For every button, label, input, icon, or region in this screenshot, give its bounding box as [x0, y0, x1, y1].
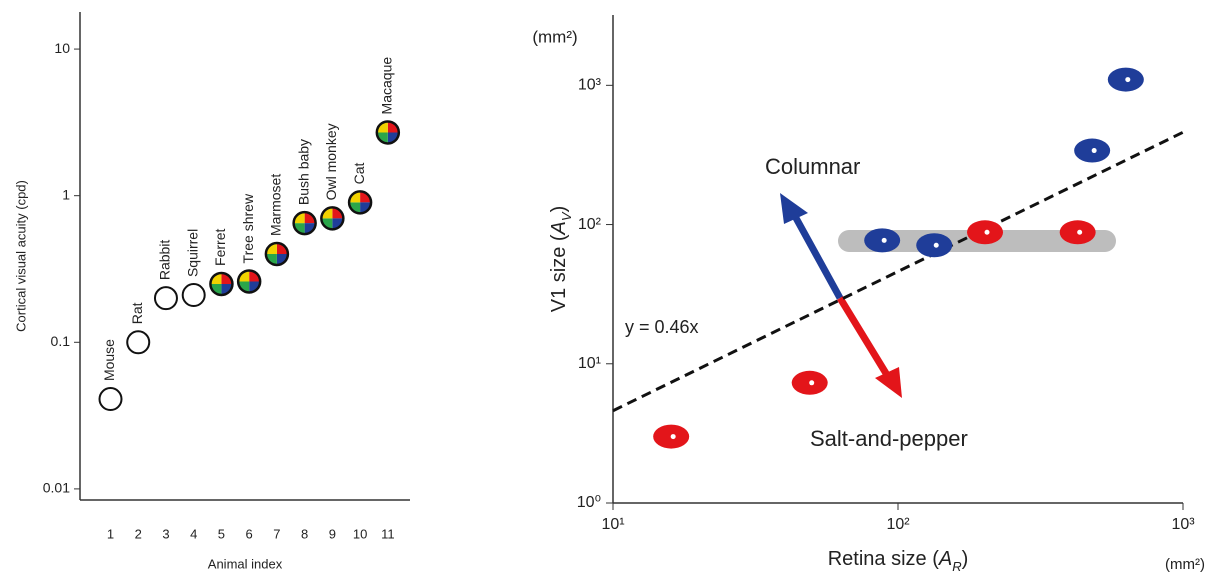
x-tick-label: 10² [886, 516, 910, 533]
label-part: A [548, 221, 570, 235]
axis-label: V1 size (AV) [548, 206, 574, 313]
x-tick-label: 5 [218, 526, 225, 541]
point-label: Ferret [212, 228, 228, 265]
acuity-point [377, 121, 399, 143]
y-axis-title: Cortical visual acuity (cpd) [13, 180, 28, 332]
point-label: Rabbit [157, 240, 173, 281]
point-outline [155, 287, 177, 309]
marker-eye [882, 238, 887, 243]
acuity-point [183, 284, 205, 306]
label-part: A [938, 548, 952, 570]
x-tick-label: 11 [381, 526, 395, 541]
point-label: Squirrel [184, 229, 200, 277]
columnar-arrow [796, 218, 840, 298]
marker-eye [934, 243, 939, 248]
acuity-point [266, 243, 288, 265]
x-tick-label: 8 [301, 526, 308, 541]
x-tick-label: 4 [190, 526, 197, 541]
acuity-point [155, 287, 177, 309]
marker-eye [1092, 148, 1097, 153]
point-label: Marmoset [268, 174, 284, 236]
point-label: Cat [351, 162, 367, 184]
salt-pepper-arrow [840, 298, 887, 375]
y-tick-label: 10¹ [578, 355, 601, 372]
annotation: Salt-and-pepper [810, 426, 968, 451]
point-label: Macaque [379, 57, 395, 115]
point-label: Owl monkey [323, 123, 339, 200]
x-tick-label: 7 [273, 526, 280, 541]
x-tick-label: 3 [162, 526, 169, 541]
point-label: Rat [129, 302, 145, 324]
marker-eye [809, 380, 814, 385]
point-outline [100, 388, 122, 410]
y-tick-label: 1 [62, 186, 70, 202]
acuity-point [321, 207, 343, 229]
label-part: ) [548, 206, 570, 213]
label-part: V1 size ( [548, 234, 570, 312]
label-part: R [952, 559, 961, 574]
acuity-point [349, 191, 371, 213]
y-tick-label: 0.01 [43, 480, 70, 496]
figure: 0.01 0.1 1 10 1 2 3 4 5 6 7 8 9 10 11 Animal index Corti… [0, 0, 1217, 578]
x-tick-label: 2 [135, 526, 142, 541]
y-tick-label: 10² [578, 216, 602, 233]
x-tick-label: 6 [246, 526, 253, 541]
point-label: Bush baby [295, 139, 311, 205]
y-tick-label: 10 [54, 40, 70, 56]
y-tick-label: 10⁰ [577, 494, 601, 511]
point-outline [127, 331, 149, 353]
x-tick-label: 9 [329, 526, 336, 541]
point-outline [183, 284, 205, 306]
x-tick-label: 10³ [1171, 516, 1195, 533]
label-part: Retina size ( [828, 548, 939, 570]
acuity-point [294, 212, 316, 234]
acuity-point [127, 331, 149, 353]
arrow-head [780, 193, 808, 224]
marker-eye [1077, 230, 1082, 235]
unit-label: (mm²) [1165, 556, 1205, 573]
marker-eye [1125, 77, 1130, 82]
y-tick-label: 10³ [578, 77, 602, 94]
x-tick-label: 10¹ [601, 516, 624, 533]
point-label: Tree shrew [240, 193, 256, 263]
acuity-point [210, 273, 232, 295]
x-axis-title: Animal index [208, 556, 283, 571]
point-label: Mouse [101, 339, 117, 381]
unit-label: (mm²) [532, 27, 577, 46]
acuity-point [238, 270, 260, 292]
axis-label: Retina size (AR) [828, 548, 969, 574]
acuity-point [100, 388, 122, 410]
fit-label: y = 0.46x [625, 317, 699, 337]
x-tick-label: 1 [107, 526, 114, 541]
marker-eye [671, 434, 676, 439]
annotation: Columnar [765, 154, 860, 179]
y-tick-label: 0.1 [51, 333, 71, 349]
marker-eye [985, 230, 990, 235]
label-part: ) [962, 548, 969, 570]
x-tick-label: 10 [353, 526, 367, 541]
